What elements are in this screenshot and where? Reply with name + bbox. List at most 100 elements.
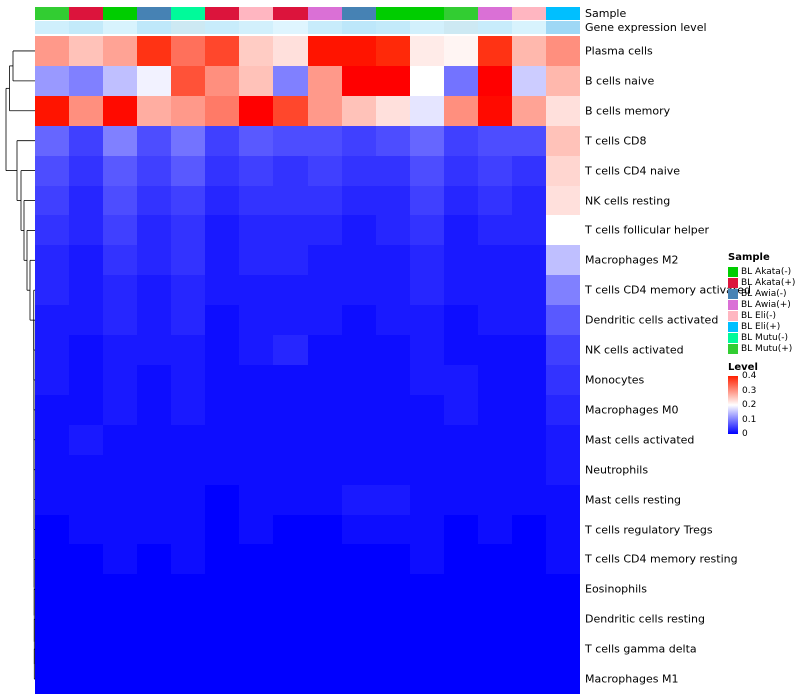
heatmap-cell	[69, 275, 104, 306]
heatmap-cell	[35, 574, 70, 605]
heatmap-cell	[443, 155, 478, 186]
heatmap-cell	[239, 65, 274, 96]
heatmap-cell	[69, 424, 104, 455]
sample-annotation-cell	[477, 7, 512, 20]
heatmap-cell	[545, 65, 580, 96]
heatmap-cell	[307, 185, 342, 216]
sample-legend-entry: BL Awia(+)	[728, 299, 795, 310]
heatmap-cell	[545, 544, 580, 575]
heatmap-cell	[239, 185, 274, 216]
heatmap-cell	[443, 305, 478, 336]
heatmap-cell	[205, 634, 240, 665]
heatmap-cell	[375, 394, 410, 425]
heatmap-cell	[137, 484, 172, 515]
heatmap-cell	[443, 65, 478, 96]
legend-label: BL Awia(-)	[741, 288, 787, 299]
heatmap-cell	[273, 604, 308, 635]
heatmap-cell	[307, 36, 342, 66]
row-label: T cells CD4 memory resting	[585, 552, 738, 566]
row-label: T cells CD4 memory activated	[585, 283, 751, 297]
heatmap-cell	[511, 574, 546, 605]
heatmap-cell	[239, 305, 274, 336]
heatmap-cell	[341, 604, 376, 635]
heatmap-cell	[511, 634, 546, 665]
heatmap-cell	[511, 364, 546, 395]
heatmap-cell	[273, 514, 308, 545]
heatmap-cell	[511, 275, 546, 306]
heatmap-cell	[443, 275, 478, 306]
heatmap-cell	[273, 364, 308, 395]
sample-annotation-cell	[69, 7, 104, 20]
heatmap-cell	[35, 65, 70, 96]
heatmap-cell	[341, 634, 376, 665]
heatmap-cell	[137, 514, 172, 545]
heatmap-cell	[69, 65, 104, 96]
row-label: T cells CD8	[585, 134, 647, 148]
heatmap-cell	[137, 155, 172, 186]
row-label: T cells gamma delta	[585, 642, 697, 656]
heatmap-cell	[409, 36, 444, 66]
heatmap-cell	[35, 215, 70, 246]
heatmap-cell	[205, 36, 240, 66]
heatmap-cell	[409, 335, 444, 365]
heatmap-cell	[35, 36, 70, 66]
heatmap-cell	[477, 544, 512, 575]
heatmap-cell	[443, 245, 478, 276]
heatmap-cell	[375, 454, 410, 485]
heatmap-cell	[341, 36, 376, 66]
heatmap-cell	[443, 424, 478, 455]
heatmap-cell	[307, 125, 342, 156]
heatmap-cell	[103, 155, 138, 186]
heatmap-cell	[375, 544, 410, 575]
heatmap-cell	[409, 484, 444, 515]
heatmap-cell	[171, 185, 206, 216]
gene-expression-annotation-cell	[409, 21, 444, 34]
heatmap-cell	[511, 484, 546, 515]
heatmap-cell	[477, 364, 512, 395]
heatmap-cell	[205, 394, 240, 425]
heatmap-cell	[137, 185, 172, 216]
heatmap-cell	[171, 454, 206, 485]
heatmap-cell	[103, 634, 138, 665]
heatmap-cell	[239, 574, 274, 605]
heatmap-cell	[545, 364, 580, 395]
heatmap-cell	[511, 125, 546, 156]
sample-legend-entry: BL Eli(-)	[728, 310, 795, 321]
heatmap-cell	[273, 305, 308, 336]
heatmap-cell	[171, 155, 206, 186]
heatmap-cell	[307, 275, 342, 306]
sample-legend-entry: BL Mutu(+)	[728, 343, 795, 354]
gene-expression-annotation-cell	[137, 21, 172, 34]
level-legend-title: Level	[728, 362, 758, 373]
heatmap-cell	[443, 125, 478, 156]
heatmap-cell	[103, 36, 138, 66]
heatmap-cell	[239, 364, 274, 395]
legend-label: BL Mutu(+)	[741, 343, 793, 354]
heatmap-cell	[273, 664, 308, 694]
heatmap-cell	[443, 185, 478, 216]
heatmap-cell	[511, 664, 546, 694]
heatmap-cell	[477, 335, 512, 365]
heatmap-cell	[137, 125, 172, 156]
heatmap-cell	[35, 275, 70, 306]
heatmap-cell	[171, 95, 206, 126]
heatmap-cell	[511, 65, 546, 96]
heatmap-cell	[103, 454, 138, 485]
heatmap-cell	[307, 574, 342, 605]
heatmap-cell	[103, 215, 138, 246]
heatmap-cell	[307, 95, 342, 126]
heatmap-cell	[443, 364, 478, 395]
heatmap-cell	[477, 245, 512, 276]
heatmap-cell	[205, 155, 240, 186]
heatmap-cell	[239, 424, 274, 455]
heatmap-cell	[307, 394, 342, 425]
heatmap-cell	[545, 454, 580, 485]
heatmap-cell	[137, 364, 172, 395]
heatmap-cell	[205, 185, 240, 216]
heatmap-cell	[375, 65, 410, 96]
heatmap-cell	[239, 514, 274, 545]
sample-legend-entry: BL Akata(-)	[728, 266, 795, 277]
row-label: B cells naive	[585, 74, 655, 88]
heatmap-cell	[307, 514, 342, 545]
